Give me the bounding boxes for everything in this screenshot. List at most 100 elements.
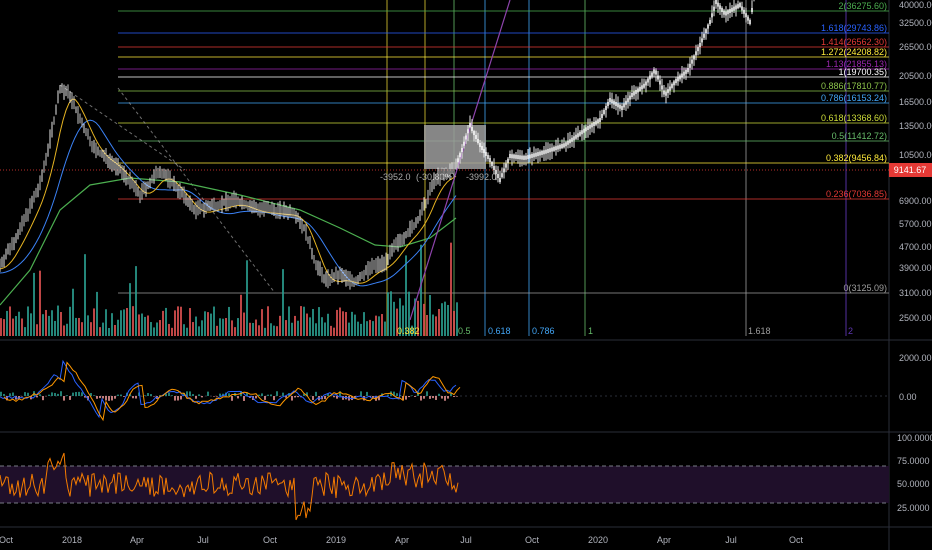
macd-hist-bar [246,392,248,396]
volume-bar [45,309,47,336]
time-axis[interactable]: Oct 2018 Apr Jul Oct 2019 Apr Jul Oct 2020 Apr Jul O… [0,535,803,545]
candle-body [583,128,585,133]
candle-body [515,154,517,159]
macd-hist-bar [24,392,26,396]
price-axis-label: 2500.00 [899,313,932,323]
volume-bar [252,322,254,336]
macd-hist-bar [81,392,83,396]
macd-hist-bar [453,396,455,397]
macd-hist-bar [9,393,11,396]
volume-bar [87,315,89,336]
ma-long-line [0,177,457,306]
measure-box[interactable] [424,125,486,169]
volume-bar [444,301,446,336]
candle-body [587,126,589,130]
candle-body [535,152,537,157]
macd-hist-bar [0,391,2,396]
macd-hist-bar [450,393,452,396]
price-axis-label: 16500.00 [899,97,932,107]
volume-bar [315,323,317,336]
trend-line-upper[interactable] [59,84,186,171]
volume-bar [3,319,5,336]
fib-time-label: 2 [848,326,853,336]
candle-body [695,51,697,56]
macd-hist-bar [411,395,413,396]
volume-bar [114,324,116,336]
macd-hist-bar [330,395,332,396]
fib-time-label: 1.618 [748,326,771,336]
macd-hist-bar [153,396,155,397]
candle-body [561,144,563,149]
volume-bar [165,307,167,336]
macd-hist-bar [408,396,410,398]
candle-body [727,10,729,15]
volume-bar [363,312,365,336]
volume-bar [273,325,275,336]
volume-bar [366,321,368,336]
macd-hist-bar [117,394,119,396]
candle-body [659,80,661,85]
volume-bar [408,291,410,336]
candle-body [507,158,509,163]
candle-body [739,3,741,7]
candle-body [669,86,671,91]
candle-body [603,110,605,114]
macd-hist-bar [78,391,80,396]
volume-bar [336,309,338,336]
macd-hist-bar [135,396,137,399]
current-price-label: 9141.67 [894,165,927,175]
price-axis-label: 6900.00 [899,196,932,206]
volume-bar [360,323,362,336]
volume-bar [306,313,308,336]
candle-body [541,150,543,155]
candle-body [749,20,751,24]
volume-bar [198,326,200,336]
fib-time-label: 1 [588,326,593,336]
candle-body [469,123,471,127]
candle-body [679,75,681,80]
volume-bar [192,322,194,336]
macd-hist-bar [90,393,92,396]
candle-body [483,149,485,153]
price-axis-label: 20500.00 [899,71,932,81]
fib-level-label: 0(3125.09) [843,283,887,293]
volume-bar [330,325,332,336]
macd-hist-bar [66,395,68,396]
volume-bar [312,308,314,336]
macd-hist-bar [255,396,257,399]
rsi-axis-label: 75.0000 [897,456,930,466]
volume-bar [231,320,233,336]
time-axis-label: Apr [130,535,144,545]
candle-body [601,114,603,118]
trend-line-lower[interactable] [117,87,276,294]
candle-body [501,173,503,178]
candle-body [525,155,527,160]
candle-body [529,154,531,159]
volume-bar [276,326,278,336]
rsi-axis-label: 100.0000 [897,433,932,443]
price-axis[interactable]: 40000.00 32500.00 26500.00 20500.00 16500.00… [889,0,932,323]
volume-bar [63,325,65,336]
macd-pane [0,359,889,422]
macd-hist-bar [120,394,122,396]
candle-body [509,154,511,158]
volume-bar [129,283,131,336]
candle-body [503,168,505,173]
measure-text-left: -3952.0 [380,172,411,182]
fib-time-label: 0.382 [397,326,420,336]
fib-level-label: 1.13(21855.13) [826,59,887,69]
candle-body [505,163,507,168]
macd-hist-bar [258,394,260,396]
candle-body [671,83,673,88]
candle-body [665,91,667,96]
macd-hist-bar [15,396,17,400]
volume-bar [378,316,380,336]
volume-bar [189,308,191,336]
candle-body [491,162,493,166]
candle-body [633,91,635,96]
time-axis-label: Oct [789,535,804,545]
candle-body [721,8,723,12]
volume-bar [417,300,419,336]
candle-body [487,155,489,159]
